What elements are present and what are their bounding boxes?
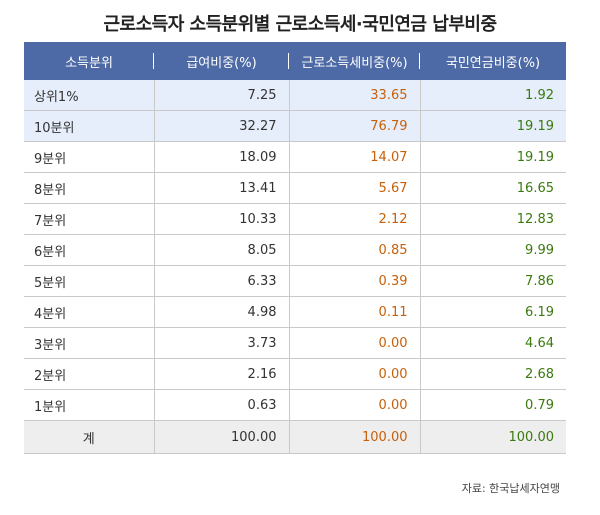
row-label: 5분위 bbox=[24, 265, 154, 297]
salary-value: 13.41 bbox=[153, 172, 289, 204]
salary-value: 7.25 bbox=[153, 80, 289, 111]
pension-value: 12.83 bbox=[419, 203, 566, 235]
salary-value: 6.33 bbox=[153, 265, 289, 297]
salary-value: 18.09 bbox=[153, 141, 289, 173]
salary-value: 32.27 bbox=[153, 110, 289, 142]
salary-value: 8.05 bbox=[153, 234, 289, 266]
salary-value: 100.00 bbox=[153, 420, 289, 454]
table-row: 3분위 3.73 0.00 4.64 bbox=[24, 327, 566, 359]
table-title: 근로소득자 소득분위별 근로소득세·국민연금 납부비중 bbox=[103, 14, 497, 35]
table-row: 1분위 0.63 0.00 0.79 bbox=[24, 389, 566, 421]
pension-value: 2.68 bbox=[419, 358, 566, 390]
header-cell: 근로소득세비중(%) bbox=[289, 42, 421, 80]
row-label: 계 bbox=[24, 420, 154, 454]
header-row: 소득분위 급여비중(%) 근로소득세비중(%) 국민연금비중(%) bbox=[24, 42, 566, 80]
salary-value: 2.16 bbox=[153, 358, 289, 390]
total-row: 계 100.00 100.00 100.00 bbox=[24, 420, 566, 454]
tax-value: 2.12 bbox=[288, 203, 420, 235]
row-label: 6분위 bbox=[24, 234, 154, 266]
tax-value: 33.65 bbox=[288, 80, 420, 111]
row-label: 9분위 bbox=[24, 141, 154, 173]
header-cell: 급여비중(%) bbox=[154, 42, 290, 80]
row-label: 2분위 bbox=[24, 358, 154, 390]
tax-value: 14.07 bbox=[288, 141, 420, 173]
table-row: 7분위 10.33 2.12 12.83 bbox=[24, 203, 566, 235]
data-table: 소득분위 급여비중(%) 근로소득세비중(%) 국민연금비중(%) 상위1% 7.… bbox=[24, 42, 566, 454]
row-label: 10분위 bbox=[24, 110, 154, 142]
pension-value: 19.19 bbox=[419, 141, 566, 173]
tax-value: 0.00 bbox=[288, 327, 420, 359]
row-label: 8분위 bbox=[24, 172, 154, 204]
tax-value: 0.85 bbox=[288, 234, 420, 266]
row-label: 1분위 bbox=[24, 389, 154, 421]
table-row: 2분위 2.16 0.00 2.68 bbox=[24, 358, 566, 390]
pension-value: 16.65 bbox=[419, 172, 566, 204]
pension-value: 9.99 bbox=[419, 234, 566, 266]
pension-value: 1.92 bbox=[419, 80, 566, 111]
salary-value: 3.73 bbox=[153, 327, 289, 359]
pension-value: 7.86 bbox=[419, 265, 566, 297]
row-label: 7분위 bbox=[24, 203, 154, 235]
pension-value: 19.19 bbox=[419, 110, 566, 142]
row-label: 4분위 bbox=[24, 296, 154, 328]
table-row: 상위1% 7.25 33.65 1.92 bbox=[24, 80, 566, 111]
salary-value: 4.98 bbox=[153, 296, 289, 328]
tax-value: 76.79 bbox=[288, 110, 420, 142]
table-row: 4분위 4.98 0.11 6.19 bbox=[24, 296, 566, 328]
tax-value: 100.00 bbox=[288, 420, 420, 454]
table-row: 9분위 18.09 14.07 19.19 bbox=[24, 141, 566, 173]
tax-value: 0.39 bbox=[288, 265, 420, 297]
row-label: 3분위 bbox=[24, 327, 154, 359]
header-cell: 소득분위 bbox=[24, 42, 155, 80]
table-row: 5분위 6.33 0.39 7.86 bbox=[24, 265, 566, 297]
tax-value: 5.67 bbox=[288, 172, 420, 204]
table-row: 8분위 13.41 5.67 16.65 bbox=[24, 172, 566, 204]
table-row: 10분위 32.27 76.79 19.19 bbox=[24, 110, 566, 142]
pension-value: 0.79 bbox=[419, 389, 566, 421]
salary-value: 0.63 bbox=[153, 389, 289, 421]
pension-value: 100.00 bbox=[419, 420, 566, 454]
pension-value: 6.19 bbox=[419, 296, 566, 328]
tax-value: 0.00 bbox=[288, 389, 420, 421]
table-row: 6분위 8.05 0.85 9.99 bbox=[24, 234, 566, 266]
tax-value: 0.11 bbox=[288, 296, 420, 328]
pension-value: 4.64 bbox=[419, 327, 566, 359]
salary-value: 10.33 bbox=[153, 203, 289, 235]
source-note: 자료: 한국납세자연맹 bbox=[461, 482, 560, 495]
header-cell: 국민연금비중(%) bbox=[420, 42, 566, 80]
tax-value: 0.00 bbox=[288, 358, 420, 390]
row-label: 상위1% bbox=[24, 80, 154, 111]
